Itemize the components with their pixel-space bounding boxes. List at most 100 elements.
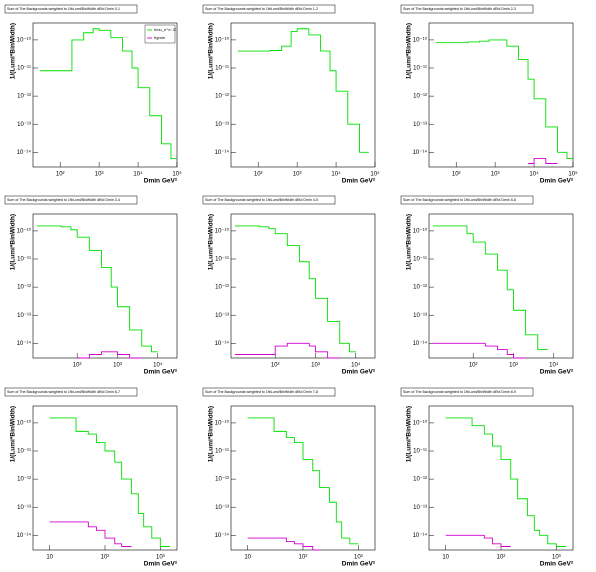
x-tick-label: 10³: [354, 555, 363, 561]
plot-frame: [32, 22, 178, 168]
series-line: [445, 417, 567, 547]
series-line: [49, 521, 132, 547]
series-line: [234, 225, 356, 353]
x-tick-label: 10²: [254, 172, 263, 178]
x-tick-label: 10⁵: [568, 171, 578, 178]
chart-title: Sum of The Backgrounds weighted to 1fbLu…: [205, 390, 318, 394]
y-axis-label: 1/(Lumi*BinWidth): [10, 214, 17, 270]
x-axis-label: Dmin GeV²: [144, 178, 178, 185]
panel: Sum of The Backgrounds weighted to 1fbLu…: [202, 195, 376, 376]
series-line: [247, 417, 359, 545]
x-tick-label: 10: [46, 555, 53, 561]
title-box: [202, 4, 336, 14]
x-axis-label: Dmin GeV²: [342, 561, 376, 568]
y-tick-label: 10⁻¹¹: [215, 449, 229, 455]
y-tick-label: 10⁻¹¹: [215, 66, 229, 72]
y-tick-label: 10⁻¹³: [413, 122, 427, 128]
y-tick-label: 10⁻¹⁰: [215, 36, 230, 43]
y-tick-label: 10⁻¹⁴: [215, 532, 230, 539]
title-box: [4, 195, 138, 205]
title-box: [400, 387, 534, 397]
y-axis-label: 1/(Lumi*BinWidth): [10, 23, 17, 79]
x-tick-label: 10²: [56, 172, 65, 178]
series-line: [528, 158, 558, 164]
legend-label: hmu_e⁺e⁻/Z: [154, 27, 177, 32]
x-tick-label: 10²: [299, 555, 308, 561]
panel: Sum of The Backgrounds weighted to 1fbLu…: [202, 4, 380, 185]
plot-frame: [32, 213, 178, 359]
series-line: [237, 28, 369, 153]
title-box: [202, 387, 336, 397]
y-axis-label: 1/(Lumi*BinWidth): [406, 214, 413, 270]
plot-frame: [428, 405, 574, 551]
title-box: [202, 195, 336, 205]
legend-box: [144, 24, 176, 44]
x-tick-label: 10: [244, 555, 251, 561]
chart-title: Sum of The Backgrounds weighted to 1fbLu…: [403, 7, 516, 11]
x-axis-label: Dmin GeV²: [144, 369, 178, 376]
y-axis-label: 1/(Lumi*BinWidth): [208, 23, 215, 79]
x-tick-label: 10³: [491, 172, 500, 178]
series-line: [435, 39, 573, 159]
x-tick-label: 10³: [509, 363, 518, 369]
y-tick-label: 10⁻¹⁴: [17, 340, 32, 347]
y-tick-label: 10⁻¹²: [413, 285, 427, 291]
plot-frame: [428, 22, 574, 168]
x-tick-label: 10²: [452, 172, 461, 178]
x-tick-label: 10⁴: [549, 362, 559, 369]
x-tick-label: 10³: [156, 555, 165, 561]
chart-title: Sum of The Backgrounds weighted to 1fbLu…: [7, 7, 120, 11]
x-tick-label: 10³: [311, 363, 320, 369]
chart-title: Sum of The Backgrounds weighted to 1fbLu…: [403, 390, 516, 394]
y-tick-label: 10⁻¹³: [17, 313, 31, 319]
y-tick-label: 10⁻¹⁴: [215, 149, 230, 156]
y-tick-label: 10⁻¹¹: [413, 257, 427, 263]
x-tick-label: 10³: [95, 172, 104, 178]
x-axis-label: Dmin GeV²: [540, 178, 574, 185]
x-axis-label: Dmin GeV²: [540, 561, 574, 568]
y-tick-label: 10⁻¹¹: [215, 257, 229, 263]
y-tick-label: 10⁻¹²: [17, 285, 31, 291]
y-tick-label: 10⁻¹³: [413, 313, 427, 319]
y-tick-label: 10⁻¹¹: [413, 449, 427, 455]
series-line: [49, 417, 171, 547]
y-tick-label: 10⁻¹⁴: [413, 149, 428, 156]
chart-title: Sum of The Backgrounds weighted to 1fbLu…: [7, 390, 120, 394]
title-box: [4, 387, 138, 397]
series-line: [36, 225, 158, 353]
chart-title: Sum of The Backgrounds weighted to 1fbLu…: [205, 198, 318, 202]
plot-frame: [230, 22, 376, 168]
y-tick-label: 10⁻¹⁰: [413, 419, 428, 426]
y-tick-label: 10⁻¹²: [413, 477, 427, 483]
y-tick-label: 10⁻¹⁰: [413, 227, 428, 234]
series-line: [39, 28, 177, 159]
y-tick-label: 10⁻¹⁰: [17, 36, 32, 43]
x-tick-label: 10⁵: [370, 171, 380, 178]
y-tick-label: 10⁻¹³: [215, 505, 229, 511]
x-axis-label: Dmin GeV²: [342, 178, 376, 185]
panel: Sum of The Backgrounds weighted to 1fbLu…: [4, 195, 178, 376]
y-tick-label: 10⁻¹³: [17, 122, 31, 128]
x-tick-label: 10⁴: [133, 171, 143, 178]
x-tick-label: 10³: [293, 172, 302, 178]
y-tick-label: 10⁻¹²: [17, 477, 31, 483]
panel: Sum of The Backgrounds weighted to 1fbLu…: [4, 4, 182, 185]
y-tick-label: 10⁻¹²: [215, 94, 229, 100]
plot-frame: [428, 213, 574, 359]
y-tick-label: 10⁻¹³: [215, 122, 229, 128]
panel: Sum of The Backgrounds weighted to 1fbLu…: [4, 387, 178, 568]
y-tick-label: 10⁻¹⁰: [17, 227, 32, 234]
x-tick-label: 10⁴: [351, 362, 361, 369]
y-axis-label: 1/(Lumi*BinWidth): [10, 406, 17, 462]
x-axis-label: Dmin GeV²: [540, 369, 574, 376]
x-axis-label: Dmin GeV²: [342, 369, 376, 376]
x-tick-label: 10²: [469, 363, 478, 369]
y-tick-label: 10⁻¹²: [215, 285, 229, 291]
plot-frame: [230, 213, 376, 359]
x-tick-label: 10²: [101, 555, 110, 561]
x-tick-label: 10⁴: [331, 171, 341, 178]
panel: Sum of The Backgrounds weighted to 1fbLu…: [202, 387, 376, 568]
y-axis-label: 1/(Lumi*BinWidth): [208, 406, 215, 462]
chart-title: Sum of The Backgrounds weighted to 1fbLu…: [403, 198, 516, 202]
